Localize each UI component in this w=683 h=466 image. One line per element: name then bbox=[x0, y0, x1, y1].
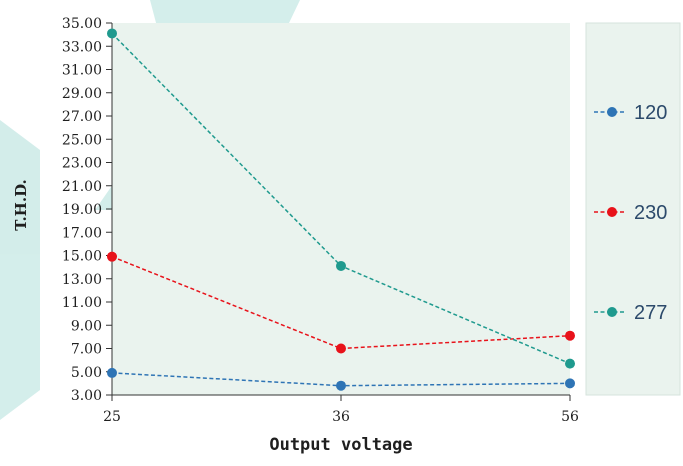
y-tick-label: 3.00 bbox=[71, 388, 102, 404]
y-tick-label: 15.00 bbox=[62, 249, 102, 265]
watermark-band-left bbox=[0, 120, 40, 420]
legend-label-230: 230 bbox=[634, 202, 667, 224]
y-axis-title: T.H.D. bbox=[12, 179, 30, 231]
y-tick-label: 19.00 bbox=[62, 202, 102, 218]
data-point-230 bbox=[107, 251, 117, 262]
series-layer bbox=[107, 28, 575, 391]
legend-marker-230 bbox=[607, 207, 617, 217]
x-ticks: 25 36 56 bbox=[103, 395, 579, 425]
series-line-230 bbox=[111, 255, 571, 350]
y-tick-label: 21.00 bbox=[62, 179, 102, 195]
data-point-120 bbox=[336, 380, 346, 391]
y-tick-label: 27.00 bbox=[62, 109, 102, 125]
y-tick-label: 31.00 bbox=[62, 63, 102, 79]
legend-marker-277 bbox=[607, 307, 617, 317]
y-tick-label: 35.00 bbox=[62, 16, 102, 32]
y-tick-label: 25.00 bbox=[62, 132, 102, 148]
y-tick-label: 13.00 bbox=[62, 272, 102, 288]
x-axis-title: Output voltage bbox=[269, 435, 412, 455]
legend-label-120: 120 bbox=[634, 102, 667, 124]
y-tick-label: 5.00 bbox=[71, 365, 102, 381]
data-point-277 bbox=[565, 358, 575, 369]
data-point-277 bbox=[107, 28, 117, 39]
data-point-277 bbox=[336, 260, 346, 271]
data-point-120 bbox=[565, 378, 575, 389]
data-point-230 bbox=[336, 343, 346, 354]
data-point-120 bbox=[107, 367, 117, 378]
legend-marker-120 bbox=[607, 107, 617, 117]
data-point-230 bbox=[565, 330, 575, 341]
y-tick-label: 29.00 bbox=[62, 86, 102, 102]
y-tick-label: 23.00 bbox=[62, 156, 102, 172]
x-tick-label: 36 bbox=[332, 409, 350, 425]
y-ticks: 35.00 33.00 31.00 29.00 27.00 25.00 23.00 21.00… bbox=[62, 16, 112, 404]
y-tick-label: 9.00 bbox=[71, 318, 102, 334]
x-tick-label: 25 bbox=[103, 409, 121, 425]
y-tick-label: 17.00 bbox=[62, 225, 102, 241]
y-tick-label: 11.00 bbox=[62, 295, 102, 311]
x-tick-label: 56 bbox=[561, 409, 579, 425]
plot-area-background bbox=[112, 23, 570, 395]
legend: 120 230 277 bbox=[594, 102, 667, 324]
y-tick-label: 33.00 bbox=[62, 39, 102, 55]
legend-label-277: 277 bbox=[634, 302, 667, 324]
legend-box bbox=[585, 22, 681, 396]
y-tick-label: 7.00 bbox=[71, 342, 102, 358]
